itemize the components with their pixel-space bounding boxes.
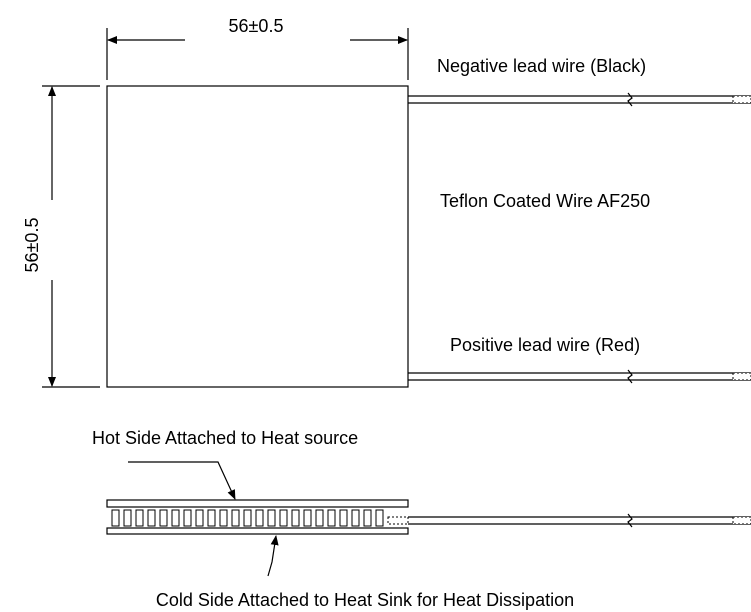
pellet: [291, 509, 300, 527]
pellet: [135, 509, 144, 527]
module-top-view: [106, 85, 409, 388]
pellet: [183, 509, 192, 527]
pellet: [279, 509, 288, 527]
pellet: [231, 509, 240, 527]
pellet: [351, 509, 360, 527]
wire-type-label: Teflon Coated Wire AF250: [440, 191, 650, 211]
pellet: [195, 509, 204, 527]
cold-side-label: Cold Side Attached to Heat Sink for Heat…: [156, 590, 574, 610]
pellet: [147, 509, 156, 527]
pellet: [111, 509, 120, 527]
module-side-view: [106, 499, 751, 535]
pellet: [375, 509, 384, 527]
negative-wire-label: Negative lead wire (Black): [437, 56, 646, 76]
hot-side-leader: [128, 461, 236, 500]
pellet: [327, 509, 336, 527]
width-dimension: [106, 28, 409, 80]
pellet: [243, 509, 252, 527]
pellet: [159, 509, 168, 527]
width-label: 56±0.5: [229, 16, 284, 36]
height-label: 56±0.5: [22, 218, 42, 273]
hot-side-label: Hot Side Attached to Heat source: [92, 428, 358, 448]
pellet: [123, 509, 132, 527]
negative-wire: [408, 92, 751, 107]
height-dimension: [42, 85, 100, 388]
positive-wire: [408, 369, 751, 384]
cold-side-leader: [267, 535, 279, 577]
pellet: [339, 509, 348, 527]
pellet: [171, 509, 180, 527]
pellet: [315, 509, 324, 527]
pellet: [267, 509, 276, 527]
pellet: [255, 509, 264, 527]
positive-wire-label: Positive lead wire (Red): [450, 335, 640, 355]
pellet: [207, 509, 216, 527]
pellet: [363, 509, 372, 527]
pellet: [219, 509, 228, 527]
pellet: [303, 509, 312, 527]
